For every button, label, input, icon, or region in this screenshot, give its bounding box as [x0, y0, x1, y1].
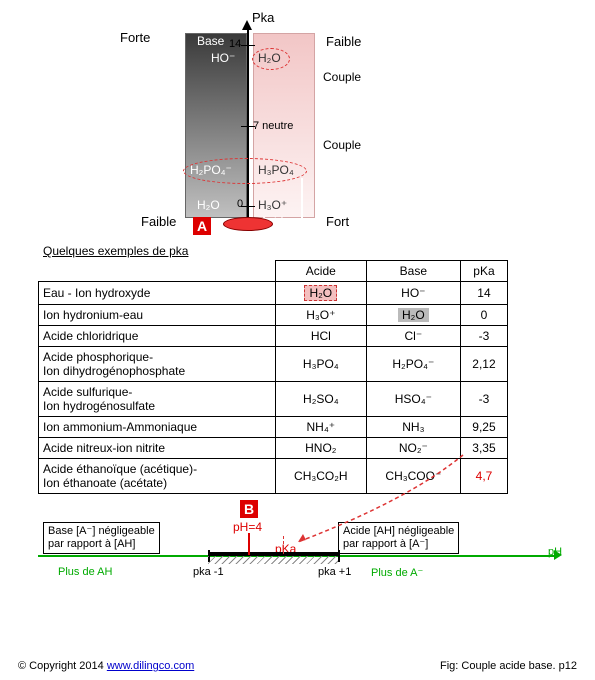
couple-callout-top	[252, 48, 290, 70]
cell-name: Eau - Ion hydroxyde	[39, 282, 276, 305]
table-row: Eau - Ion hydroxydeH₂OHO⁻14	[39, 282, 508, 305]
left-box-l2: par rapport à [AH]	[48, 538, 135, 550]
pka-scale-diagram: Pka 14 7 neutre 0 Forte Base Faible HO⁻ …	[8, 8, 587, 238]
cell-base: H₂PO₄⁻	[366, 347, 460, 382]
cell-pka: 14	[460, 282, 507, 305]
left-box: Base [A⁻] négligeable par rapport à [AH]	[43, 522, 160, 554]
marker-b: B	[240, 500, 258, 518]
species-h2o-bot: H₂O	[197, 198, 220, 212]
couple-label-top: Couple	[323, 70, 361, 84]
ph-label: pH	[548, 546, 562, 558]
site-link[interactable]: www.dilingco.com	[107, 660, 194, 672]
th-acide: Acide	[275, 261, 366, 282]
pka-m1-label: pka -1	[193, 566, 224, 578]
ph-axis-diagram: B pH=4 pKa Base [A⁻] négligeable par rap…	[8, 500, 587, 600]
axis-arrowhead	[242, 20, 252, 30]
table-title: Quelques exemples de pka	[43, 244, 508, 258]
ph4-tick	[248, 533, 250, 555]
table-row: Acide phosphorique- Ion dihydrogénophosp…	[39, 347, 508, 382]
species-h3o-plus: H₃O⁺	[258, 198, 287, 212]
th-pka: pKa	[460, 261, 507, 282]
pka-p1-label: pka +1	[318, 566, 351, 578]
couple-callout-bot	[183, 158, 307, 184]
cell-name: Ion ammonium-Ammoniaque	[39, 417, 276, 438]
plus-de-ah: Plus de AH	[58, 566, 112, 578]
label-faible-bot: Faible	[141, 214, 176, 229]
axis-label-pka: Pka	[252, 10, 274, 25]
tick-14	[241, 45, 255, 46]
table-row: Ion hydronium-eauH₃O⁺H₂O0	[39, 305, 508, 326]
species-ho-minus: HO⁻	[211, 51, 235, 65]
label-faible-top: Faible	[326, 34, 361, 49]
label-fort: Fort	[326, 214, 349, 229]
th-blank	[39, 261, 276, 282]
cell-base: NH₃	[366, 417, 460, 438]
fig-caption: Fig: Couple acide base. p12	[440, 660, 577, 672]
table-header-row: Acide Base pKa	[39, 261, 508, 282]
ph4-label: pH=4	[233, 520, 262, 534]
pka-axis	[247, 26, 249, 221]
cell-name: Acide phosphorique- Ion dihydrogénophosp…	[39, 347, 276, 382]
forte-arrow-head	[164, 32, 172, 40]
cell-acide: H₃PO₄	[275, 347, 366, 382]
cell-acide: H₂O	[275, 282, 366, 305]
table-row: Acide sulfurique- Ion hydrogénosulfateH₂…	[39, 382, 508, 417]
tick-label-7: 7 neutre	[253, 120, 293, 132]
red-disc	[223, 217, 273, 231]
cell-base: Cl⁻	[366, 326, 460, 347]
cell-pka: -3	[460, 326, 507, 347]
cell-acide: NH₄⁺	[275, 417, 366, 438]
plus-de-a: Plus de A⁻	[371, 566, 423, 579]
cell-base: HSO₄⁻	[366, 382, 460, 417]
cell-name: Acide éthanoïque (acétique)- Ion éthanoa…	[39, 459, 276, 494]
th-base: Base	[366, 261, 460, 282]
table-row: Ion ammonium-AmmoniaqueNH₄⁺NH₃9,25	[39, 417, 508, 438]
tick-label-14: 14	[229, 38, 241, 50]
label-base: Base	[197, 34, 224, 48]
cell-pka: 0	[460, 305, 507, 326]
fort-arrow-line	[301, 178, 303, 220]
dashed-arrow-47	[288, 450, 488, 555]
cell-name: Ion hydronium-eau	[39, 305, 276, 326]
fort-arrow-head	[297, 218, 305, 226]
cell-base: HO⁻	[366, 282, 460, 305]
marker-a: A	[193, 217, 211, 235]
left-box-l1: Base [A⁻] négligeable	[48, 525, 155, 537]
footer: © Copyright 2014 www.dilingco.com Fig: C…	[8, 660, 587, 672]
cell-name: Acide sulfurique- Ion hydrogénosulfate	[39, 382, 276, 417]
cell-name: Acide chloridrique	[39, 326, 276, 347]
couple-label-bot: Couple	[323, 138, 361, 152]
table-row: Acide chloridriqueHClCl⁻-3	[39, 326, 508, 347]
cell-acide: HCl	[275, 326, 366, 347]
tick-label-0: 0	[237, 198, 243, 210]
copyright: © Copyright 2014 www.dilingco.com	[18, 660, 194, 672]
pka-pointer	[283, 536, 284, 554]
cell-pka: 9,25	[460, 417, 507, 438]
forte-arrow-line	[168, 38, 170, 78]
copyright-text: © Copyright 2014	[18, 660, 107, 672]
cell-acide: H₃O⁺	[275, 305, 366, 326]
label-forte: Forte	[120, 30, 150, 45]
cell-acide: H₂SO₄	[275, 382, 366, 417]
cell-base: H₂O	[366, 305, 460, 326]
cell-name: Acide nitreux-ion nitrite	[39, 438, 276, 459]
cell-pka: 2,12	[460, 347, 507, 382]
cell-pka: -3	[460, 382, 507, 417]
